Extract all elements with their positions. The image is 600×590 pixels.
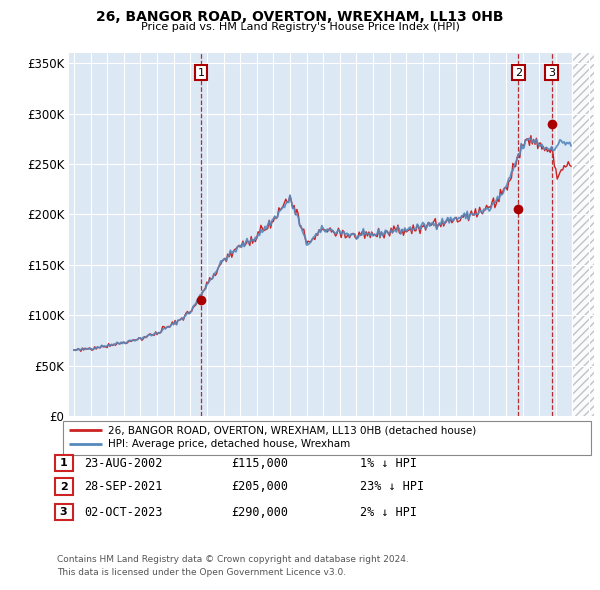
Text: 1: 1 — [60, 458, 67, 468]
Text: 1: 1 — [197, 68, 205, 78]
Text: 3: 3 — [60, 507, 67, 517]
Text: 2: 2 — [515, 68, 522, 78]
Text: 2: 2 — [60, 482, 67, 491]
Text: £290,000: £290,000 — [231, 506, 288, 519]
Text: 23-AUG-2002: 23-AUG-2002 — [84, 457, 163, 470]
Text: 26, BANGOR ROAD, OVERTON, WREXHAM, LL13 0HB: 26, BANGOR ROAD, OVERTON, WREXHAM, LL13 … — [96, 10, 504, 24]
Text: HPI: Average price, detached house, Wrexham: HPI: Average price, detached house, Wrex… — [108, 439, 350, 449]
Text: 3: 3 — [548, 68, 555, 78]
Text: £115,000: £115,000 — [231, 457, 288, 470]
Text: Price paid vs. HM Land Registry's House Price Index (HPI): Price paid vs. HM Land Registry's House … — [140, 22, 460, 32]
Text: This data is licensed under the Open Government Licence v3.0.: This data is licensed under the Open Gov… — [57, 568, 346, 577]
Text: 02-OCT-2023: 02-OCT-2023 — [84, 506, 163, 519]
Text: 2% ↓ HPI: 2% ↓ HPI — [360, 506, 417, 519]
Bar — [572, 53, 598, 416]
Text: 1% ↓ HPI: 1% ↓ HPI — [360, 457, 417, 470]
Text: 23% ↓ HPI: 23% ↓ HPI — [360, 480, 424, 493]
Text: £205,000: £205,000 — [231, 480, 288, 493]
Text: 26, BANGOR ROAD, OVERTON, WREXHAM, LL13 0HB (detached house): 26, BANGOR ROAD, OVERTON, WREXHAM, LL13 … — [108, 425, 476, 435]
Text: 28-SEP-2021: 28-SEP-2021 — [84, 480, 163, 493]
Text: Contains HM Land Registry data © Crown copyright and database right 2024.: Contains HM Land Registry data © Crown c… — [57, 555, 409, 564]
